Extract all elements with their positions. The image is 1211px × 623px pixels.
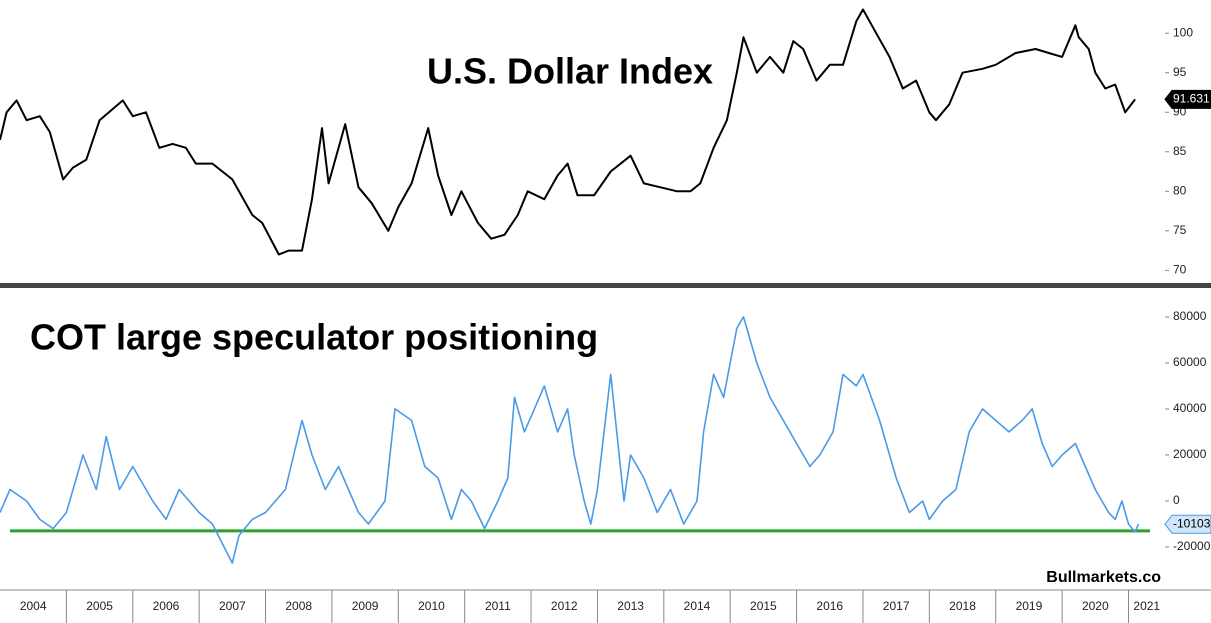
- last-value-label: 91.631: [1173, 92, 1210, 106]
- x-tick-label: 2006: [153, 599, 180, 613]
- y-tick-label: -20000: [1173, 539, 1211, 553]
- x-tick-label: 2009: [352, 599, 379, 613]
- top-title: U.S. Dollar Index: [427, 51, 713, 92]
- x-tick-label: 2021: [1133, 599, 1160, 613]
- y-tick-label: 20000: [1173, 447, 1207, 461]
- x-tick-label: 2008: [285, 599, 312, 613]
- y-tick-label: 60000: [1173, 355, 1207, 369]
- x-tick-label: 2014: [684, 599, 711, 613]
- x-tick-label: 2016: [816, 599, 843, 613]
- x-tick-label: 2015: [750, 599, 777, 613]
- source: Bullmarkets.co: [1046, 569, 1161, 586]
- y-tick-label: 40000: [1173, 401, 1207, 415]
- x-tick-label: 2011: [485, 599, 511, 613]
- y-tick-label: 80: [1173, 183, 1187, 197]
- bottom-title: COT large speculator positioning: [30, 317, 598, 358]
- y-tick-label: 75: [1173, 223, 1187, 237]
- last-value-box: [1164, 514, 1211, 534]
- x-tick-label: 2018: [949, 599, 976, 613]
- x-tick-label: 2007: [219, 599, 246, 613]
- y-tick-label: 95: [1173, 65, 1187, 79]
- y-tick-label: 100: [1173, 25, 1193, 39]
- y-tick-label: 0: [1173, 493, 1180, 507]
- x-tick-label: 2012: [551, 599, 578, 613]
- panel-divider: [0, 283, 1211, 288]
- x-tick-label: 2004: [20, 599, 47, 613]
- series-line: [0, 316, 1140, 564]
- x-tick-label: 2010: [418, 599, 445, 613]
- x-tick-label: 2017: [883, 599, 910, 613]
- x-tick-label: 2013: [617, 599, 644, 613]
- last-value-label: -10103: [1173, 516, 1211, 530]
- y-tick-label: 80000: [1173, 309, 1207, 323]
- y-tick-label: 70: [1173, 263, 1187, 277]
- last-value-box: [1164, 89, 1211, 109]
- series-line: [0, 8, 1136, 256]
- x-tick-label: 2005: [86, 599, 113, 613]
- x-tick-label: 2020: [1082, 599, 1109, 613]
- y-tick-label: 85: [1173, 144, 1187, 158]
- x-tick-label: 2019: [1016, 599, 1043, 613]
